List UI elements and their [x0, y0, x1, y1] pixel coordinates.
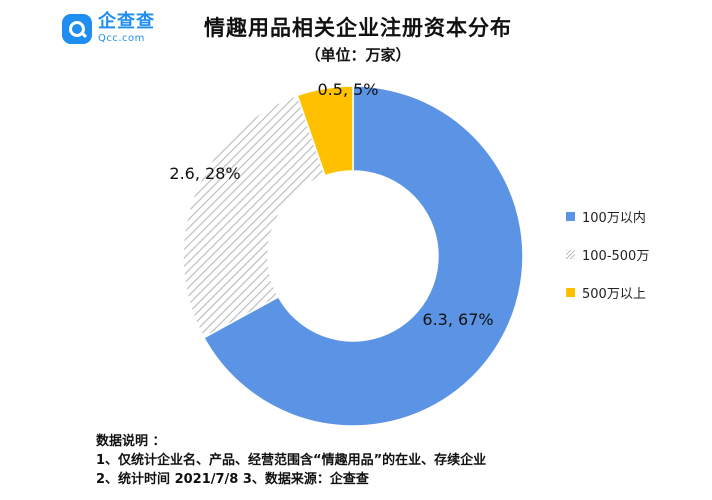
chart-title: 情趣用品相关企业注册资本分布 [204, 16, 512, 40]
legend-item-100-500: 100-500万 [566, 246, 650, 264]
slice-under-100-label: 6.3, 67% [422, 310, 493, 329]
chart-legend: 100万以内 100-500万 500万以上 [566, 208, 649, 322]
notes-line-1: 1、仅统计企业名、产品、经营范围含“情趣用品”的在业、存续企业 [96, 453, 487, 468]
logo-domain: Qcc.com [98, 33, 145, 44]
legend-swatch-blue-icon [566, 211, 575, 221]
data-notes: 数据说明 ： 1、仅统计企业名、产品、经营范围含“情趣用品”的在业、存续企业 2… [96, 432, 486, 489]
logo-name: 企查查 [98, 11, 155, 32]
legend-swatch-hatched-icon [566, 249, 575, 259]
legend-swatch-yellow-icon [566, 287, 575, 297]
slice-100-500 [182, 94, 327, 339]
slice-under-100 [202, 85, 524, 427]
legend-label: 500万以上 [582, 286, 646, 302]
notes-line-2: 2、统计时间 2021/7/8 3、数据来源：企查查 [96, 472, 369, 487]
chart-subtitle: （单位：万家） [305, 46, 411, 64]
legend-item-over-500: 500万以上 [566, 284, 649, 302]
legend-label: 100万以内 [582, 210, 646, 226]
legend-item-under-100: 100万以内 [566, 208, 649, 226]
slice-over-500 [296, 85, 354, 177]
magnifier-logo-icon [62, 13, 92, 44]
slice-100-500-label: 2.6, 28% [169, 164, 240, 183]
qcc-logo: 企查查 Qcc.com [62, 13, 155, 44]
slice-over-500-label: 0.5, 5% [318, 80, 379, 99]
notes-heading: 数据说明 ： [96, 434, 166, 449]
legend-label: 100-500万 [582, 248, 650, 264]
